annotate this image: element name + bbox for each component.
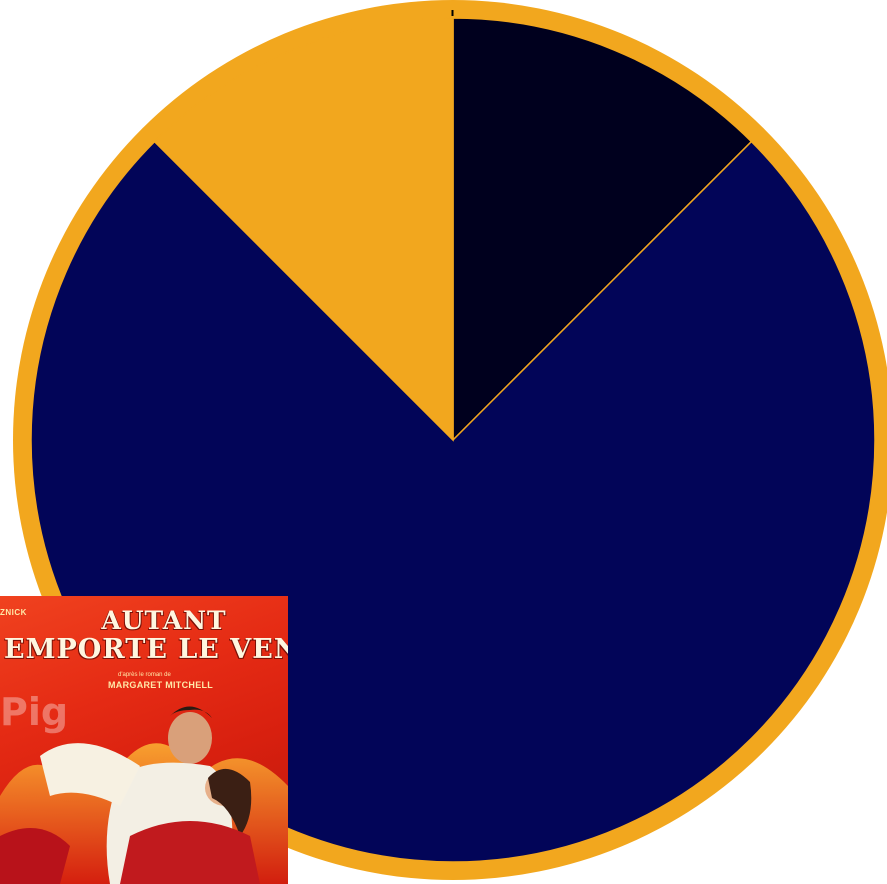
- gold-segment: [153, 17, 454, 442]
- poster-artwork: [0, 706, 288, 884]
- poster-author: MARGARET MITCHELL: [108, 680, 214, 690]
- poster-subline: d'après le roman de: [118, 672, 171, 678]
- black-segment: [452, 17, 753, 442]
- movie-poster-image: ZNICK AUTANT EMPORTE LE VENT d'après le …: [0, 596, 288, 884]
- poster-title-line-1: AUTANT: [101, 606, 227, 635]
- wheel-pointer-marker: [451, 10, 454, 16]
- poster-credit: ZNICK: [0, 608, 27, 617]
- poster-watermark: Pig: [0, 690, 69, 734]
- poster-title-line-2: EMPORTE LE VENT: [4, 634, 288, 665]
